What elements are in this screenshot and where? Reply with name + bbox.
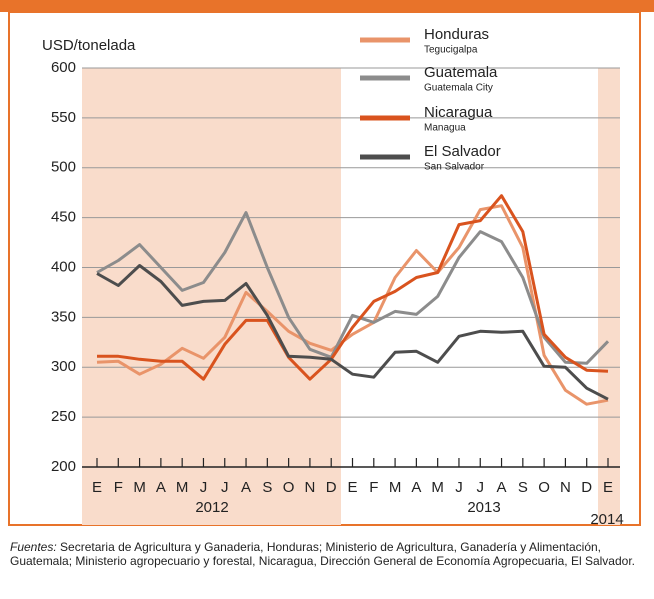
x-tick-label: J	[477, 479, 485, 496]
year-label: 2012	[195, 499, 228, 516]
x-tick-label: O	[283, 479, 295, 496]
x-tick-label: N	[560, 479, 571, 496]
x-tick-label: E	[92, 479, 102, 496]
legend-label: El Salvador	[424, 143, 501, 160]
x-tick-label: E	[347, 479, 357, 496]
top-bar	[0, 0, 654, 12]
y-tick-label: 250	[51, 408, 76, 425]
legend-sublabel: Guatemala City	[424, 83, 493, 94]
x-tick-label: S	[518, 479, 528, 496]
series-line	[96, 204, 609, 406]
x-tick-label: M	[389, 479, 402, 496]
year-label: 2014	[590, 511, 623, 528]
y-tick-label: 550	[51, 109, 76, 126]
x-tick-label: A	[411, 479, 421, 496]
y-tick-label: 400	[51, 258, 76, 275]
y-tick-label: 500	[51, 159, 76, 176]
series-line	[97, 194, 609, 381]
x-tick-label: J	[221, 479, 229, 496]
x-tick-label: M	[431, 479, 444, 496]
x-tick-label: J	[455, 479, 463, 496]
x-tick-label: O	[538, 479, 550, 496]
source-label: Fuentes:	[10, 540, 57, 554]
y-tick-label: 450	[51, 209, 76, 226]
source-text: Secretaria de Agricultura y Ganaderia, H…	[10, 540, 635, 568]
shade-2012	[82, 68, 341, 525]
series-line	[96, 211, 610, 365]
x-tick-label: M	[176, 479, 189, 496]
x-tick-label: F	[114, 479, 123, 496]
x-tick-label: A	[156, 479, 166, 496]
x-tick-label: F	[369, 479, 378, 496]
x-tick-label: S	[262, 479, 272, 496]
x-tick-label: N	[304, 479, 315, 496]
chart: USD/tonelada 200 250 300 350 400 450 500 550 600…	[0, 0, 654, 528]
x-tick-label: J	[200, 479, 208, 496]
x-tick-label: D	[326, 479, 337, 496]
x-tick-label: A	[241, 479, 251, 496]
x-tick-label: E	[603, 479, 613, 496]
series-line	[96, 264, 609, 401]
x-tick-label: A	[497, 479, 507, 496]
legend-sublabel: Tegucigalpa	[424, 45, 478, 56]
legend-label: Guatemala	[424, 64, 498, 81]
legend-sublabel: San Salvador	[424, 162, 485, 173]
source-note: Fuentes: Secretaria de Agricultura y Gan…	[10, 540, 640, 568]
shade-2014	[598, 68, 620, 525]
y-tick-label: 350	[51, 308, 76, 325]
x-tick-label: M	[133, 479, 146, 496]
legend-label: Honduras	[424, 26, 489, 43]
y-axis-label: USD/tonelada	[42, 37, 136, 54]
y-tick-label: 200	[51, 458, 76, 475]
x-tick-label: D	[581, 479, 592, 496]
legend-sublabel: Managua	[424, 123, 466, 134]
y-tick-label: 600	[51, 59, 76, 76]
legend-label: Nicaragua	[424, 104, 493, 121]
year-label: 2013	[467, 499, 500, 516]
y-tick-label: 300	[51, 358, 76, 375]
